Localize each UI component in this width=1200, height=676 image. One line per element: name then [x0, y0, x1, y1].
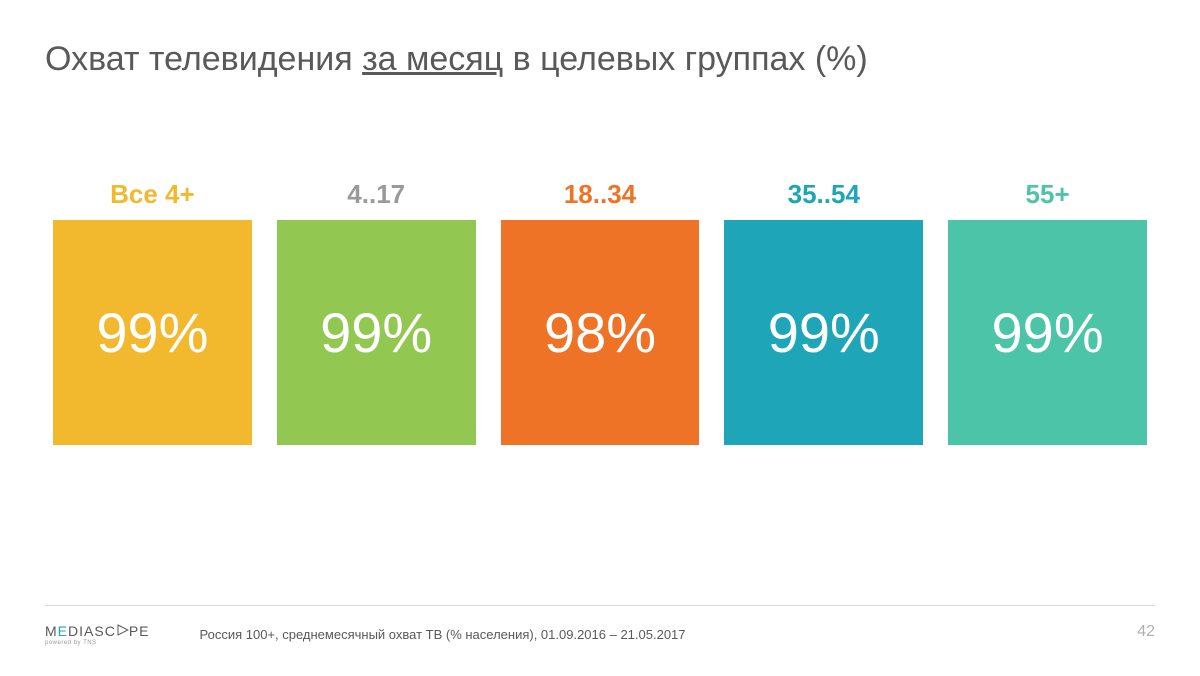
card-box: 98%: [501, 220, 700, 445]
card-value: 99%: [992, 300, 1104, 365]
card-18-34: 18..34 98%: [501, 179, 700, 445]
footer-divider: [45, 605, 1155, 606]
card-box: 99%: [724, 220, 923, 445]
card-label: 18..34: [564, 179, 636, 210]
card-value: 99%: [320, 300, 432, 365]
logo-part-1: M: [45, 623, 58, 639]
title-prefix: Охват телевидения: [45, 40, 362, 78]
card-label: 4..17: [347, 179, 405, 210]
logo-subtitle: powered by TNS: [45, 640, 97, 646]
card-value: 99%: [96, 300, 208, 365]
logo-part-2: DIASC: [68, 623, 116, 639]
card-label: Все 4+: [110, 179, 195, 210]
mediascope-logo: MEDIASC PE powered by TNS: [45, 623, 150, 646]
title-suffix: в целевых группах (%): [503, 40, 868, 78]
card-box: 99%: [948, 220, 1147, 445]
slide: Охват телевидения за месяц в целевых гру…: [0, 0, 1200, 676]
card-4-17: 4..17 99%: [277, 179, 476, 445]
card-box: 99%: [53, 220, 252, 445]
card-value: 99%: [768, 300, 880, 365]
card-box: 99%: [277, 220, 476, 445]
card-35-54: 35..54 99%: [724, 179, 923, 445]
page-title: Охват телевидения за месяц в целевых гру…: [45, 40, 1155, 79]
page-number: 42: [1137, 623, 1155, 641]
card-55plus: 55+ 99%: [948, 179, 1147, 445]
logo-part-3: PE: [129, 623, 150, 639]
footer-note: Россия 100+, среднемесячный охват ТВ (% …: [200, 627, 686, 642]
chart-row: Все 4+ 99% 4..17 99% 18..34 98% 35..54 9…: [45, 179, 1155, 445]
card-all-4plus: Все 4+ 99%: [53, 179, 252, 445]
card-value: 98%: [544, 300, 656, 365]
logo-main: MEDIASC PE: [45, 623, 150, 639]
card-label: 35..54: [788, 179, 860, 210]
footer: MEDIASC PE powered by TNS Россия 100+, ср…: [0, 623, 1200, 646]
play-icon: [117, 623, 129, 639]
title-underlined: за месяц: [362, 40, 503, 78]
card-label: 55+: [1026, 179, 1070, 210]
logo-part-e: E: [58, 623, 68, 639]
